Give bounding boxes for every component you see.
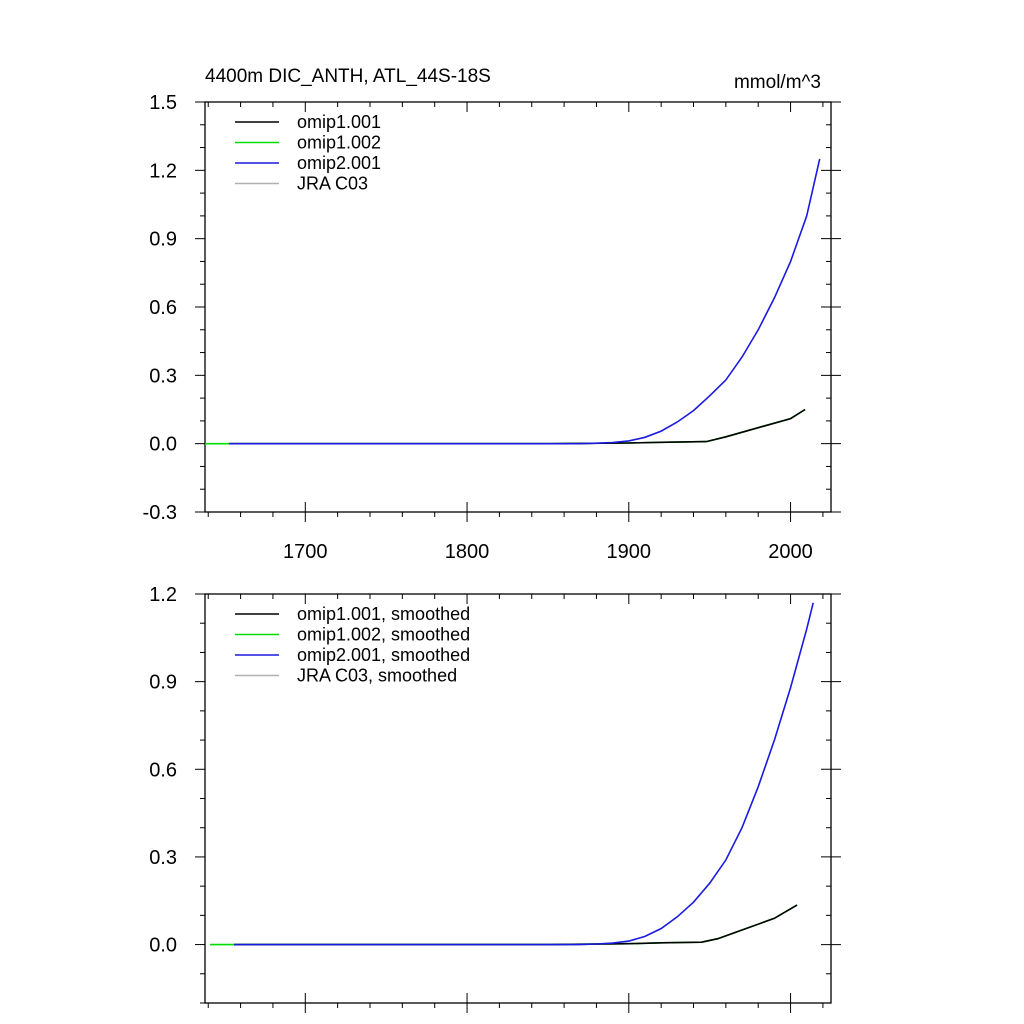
legend-label: omip1.002 xyxy=(297,133,381,153)
series-line-1 xyxy=(209,904,798,946)
series-line-1 xyxy=(205,408,806,445)
series-line-0 xyxy=(234,904,798,946)
y-tick-label: -0.3 xyxy=(143,502,177,524)
x-tick-label: 1900 xyxy=(607,541,652,563)
legend-label: omip1.002, smoothed xyxy=(297,625,470,645)
x-tick-label: 1800 xyxy=(445,541,490,563)
chart-title: 4400m DIC_ANTH, ATL_44S-18S xyxy=(205,66,491,87)
y-tick-label: 0.3 xyxy=(149,365,177,387)
y-tick-label: 1.5 xyxy=(149,92,177,114)
x-tick-label: 2000 xyxy=(768,541,813,563)
chart-bottom: 0.0 0.3 0.6 0.9 1.2 omip1.001, smoothedomip1.… xyxy=(149,584,841,1013)
legend-label: JRA C03 xyxy=(297,174,368,194)
series-line-0 xyxy=(229,408,806,445)
legend-label: omip2.001, smoothed xyxy=(297,645,470,665)
chart-top: 1700 1800 1900 2000 -0.3 0.0 0.3 0.6 0.9 1.2 1.5 44… xyxy=(143,66,841,563)
y-tick-label: 0.3 xyxy=(149,847,177,869)
y-tick-label: 0.9 xyxy=(149,229,177,251)
series-line-2 xyxy=(229,158,821,445)
y-tick-label: 0.6 xyxy=(149,759,177,781)
y-tick-label: 0.9 xyxy=(149,672,177,694)
x-tick-label: 1700 xyxy=(283,541,328,563)
series-line-2 xyxy=(234,602,814,946)
y-tick-label: 1.2 xyxy=(149,160,177,182)
y-tick-label: 0.0 xyxy=(149,434,177,456)
units-label: mmol/m^3 xyxy=(734,72,821,93)
y-tick-label: 0.0 xyxy=(149,935,177,957)
y-tick-label: 1.2 xyxy=(149,584,177,606)
legend-label: omip2.001 xyxy=(297,153,381,173)
y-tick-label: 0.6 xyxy=(149,297,177,319)
legend-label: JRA C03, smoothed xyxy=(297,666,457,686)
legend-label: omip1.001, smoothed xyxy=(297,604,470,624)
legend-label: omip1.001 xyxy=(297,112,381,132)
